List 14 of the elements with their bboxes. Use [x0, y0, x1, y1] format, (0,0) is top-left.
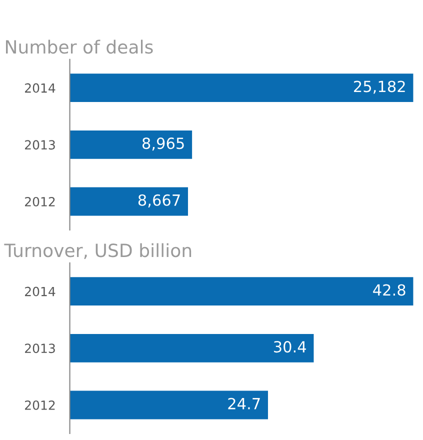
chart-title: Number of deals: [6, 40, 153, 54]
data-label: 42.8: [373, 284, 406, 296]
data-label: 25,182: [354, 80, 405, 94]
chart-title: Turnover, USD billion: [4, 243, 192, 260]
data-label: 30.4: [274, 341, 306, 353]
y-tick-label: 2012: [25, 400, 55, 410]
data-label: 24.7: [228, 398, 260, 410]
data-label: 8,965: [142, 138, 184, 151]
y-tick-label: 2013: [25, 344, 55, 354]
y-tick-label: 2014: [25, 83, 56, 93]
data-label: 8,667: [138, 194, 180, 208]
y-tick-label: 2014: [25, 286, 56, 296]
y-tick-label: 2013: [25, 140, 55, 150]
y-tick-label: 2012: [25, 196, 55, 206]
